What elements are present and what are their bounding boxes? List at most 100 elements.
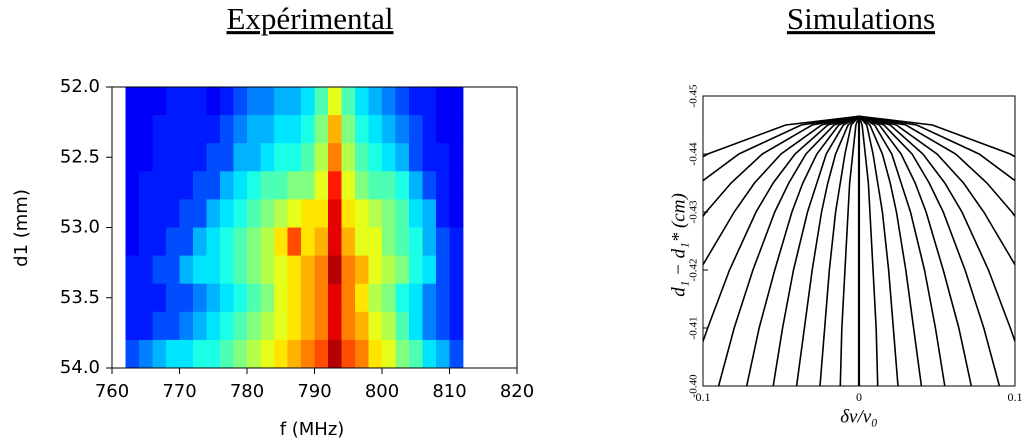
- heat-cell: [233, 255, 248, 285]
- heat-cell: [382, 143, 396, 172]
- heat-cell: [409, 255, 423, 285]
- curve: [858, 115, 1015, 182]
- heat-cell: [436, 255, 450, 285]
- heat-cell: [314, 115, 329, 144]
- y-tick-label: -0.43: [688, 200, 700, 223]
- heat-cell: [355, 199, 369, 228]
- heat-cell: [341, 339, 356, 369]
- curve: [858, 115, 1001, 386]
- heat-cell: [382, 311, 396, 341]
- curve: [703, 115, 860, 267]
- heat-cell: [139, 171, 153, 200]
- heat-cell: [179, 143, 194, 172]
- heat-cell: [179, 87, 194, 116]
- heat-cell: [179, 283, 194, 313]
- heat-cell: [287, 115, 302, 144]
- heat-cell: [125, 87, 140, 116]
- heat-cell: [368, 171, 383, 200]
- heat-cell: [314, 311, 329, 341]
- heat-cell: [152, 171, 167, 200]
- curve: [858, 115, 946, 386]
- heat-cell: [449, 227, 464, 256]
- y-tick-label: 52.5: [60, 146, 100, 167]
- heat-cell: [247, 115, 261, 144]
- heat-cell: [395, 115, 410, 144]
- heat-cell: [125, 227, 140, 256]
- heat-cell: [368, 283, 383, 313]
- heat-cell: [436, 143, 450, 172]
- heat-cell: [125, 283, 140, 313]
- heat-cell: [206, 311, 221, 341]
- heat-cell: [220, 143, 234, 172]
- heat-cell: [287, 199, 302, 228]
- heat-cell: [274, 283, 288, 313]
- heat-cell: [193, 255, 207, 285]
- heat-cell: [247, 311, 261, 341]
- heat-cell: [152, 199, 167, 228]
- heat-cell: [328, 171, 342, 200]
- heat-cell: [274, 227, 288, 256]
- heat-cell: [152, 283, 167, 313]
- heat-cell: [395, 227, 410, 256]
- heat-cell: [139, 283, 153, 313]
- curve: [819, 115, 860, 386]
- curve: [703, 115, 860, 182]
- heat-cell: [274, 199, 288, 228]
- heat-cell: [233, 143, 248, 172]
- heat-cell: [233, 339, 248, 369]
- heat-cell: [328, 87, 342, 116]
- heat-cell: [125, 339, 140, 369]
- y-tick-label: 54.0: [60, 357, 100, 378]
- curve: [858, 115, 1015, 218]
- heat-cell: [422, 115, 437, 144]
- heat-cell: [287, 255, 302, 285]
- heat-cell: [287, 143, 302, 172]
- curve: [703, 115, 860, 218]
- heat-cell: [287, 87, 302, 116]
- heat-cell: [314, 143, 329, 172]
- heat-cell: [368, 87, 383, 116]
- curve: [839, 116, 860, 386]
- heat-cell: [166, 171, 180, 200]
- heat-cell: [301, 339, 315, 369]
- x-axis-label: δν/ν₀: [840, 406, 878, 427]
- heat-cell: [287, 227, 302, 256]
- heat-cell: [139, 143, 153, 172]
- heat-cell: [125, 199, 140, 228]
- x-tick-label: 800: [365, 381, 399, 402]
- x-tick-label: 0: [856, 390, 862, 404]
- heat-cell: [274, 87, 288, 116]
- heat-cell: [247, 199, 261, 228]
- heat-cell: [260, 171, 275, 200]
- heat-cell: [449, 199, 464, 228]
- curve: [772, 115, 860, 386]
- heat-cell: [382, 87, 396, 116]
- heat-cell: [341, 311, 356, 341]
- heat-cell: [449, 255, 464, 285]
- heat-cell: [314, 87, 329, 116]
- heat-cell: [409, 339, 423, 369]
- heat-cell: [139, 199, 153, 228]
- x-tick-label: 0.1: [696, 390, 711, 404]
- curve: [858, 115, 1015, 344]
- heat-cell: [314, 339, 329, 369]
- heat-cell: [355, 311, 369, 341]
- heat-cell: [409, 87, 423, 116]
- heat-cell: [193, 171, 207, 200]
- heat-cell: [166, 255, 180, 285]
- y-tick-label: 52.0: [60, 76, 100, 97]
- heat-cell: [233, 87, 248, 116]
- heat-cell: [355, 339, 369, 369]
- heat-cell: [166, 115, 180, 144]
- heat-cell: [395, 339, 410, 369]
- heat-cell: [409, 143, 423, 172]
- heat-cell: [247, 283, 261, 313]
- heat-cell: [301, 255, 315, 285]
- heat-cell: [260, 199, 275, 228]
- heat-cell: [139, 87, 153, 116]
- heat-cell: [166, 199, 180, 228]
- heat-cell: [449, 115, 464, 144]
- heat-cell: [436, 283, 450, 313]
- heat-cell: [220, 255, 234, 285]
- heat-cell: [368, 339, 383, 369]
